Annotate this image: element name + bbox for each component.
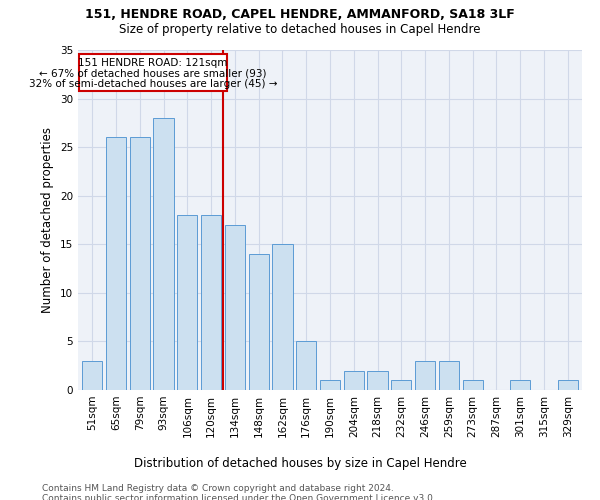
Bar bbox=[296, 342, 316, 390]
Bar bbox=[154, 118, 173, 390]
Text: 151, HENDRE ROAD, CAPEL HENDRE, AMMANFORD, SA18 3LF: 151, HENDRE ROAD, CAPEL HENDRE, AMMANFOR… bbox=[85, 8, 515, 20]
Text: 32% of semi-detached houses are larger (45) →: 32% of semi-detached houses are larger (… bbox=[29, 79, 277, 89]
Bar bbox=[272, 244, 293, 390]
Bar bbox=[510, 380, 530, 390]
Y-axis label: Number of detached properties: Number of detached properties bbox=[41, 127, 55, 313]
Bar bbox=[248, 254, 269, 390]
Bar bbox=[367, 370, 388, 390]
Text: 151 HENDRE ROAD: 121sqm: 151 HENDRE ROAD: 121sqm bbox=[78, 58, 227, 68]
Bar bbox=[320, 380, 340, 390]
Bar bbox=[130, 138, 150, 390]
Bar bbox=[201, 215, 221, 390]
Bar bbox=[391, 380, 412, 390]
Text: Distribution of detached houses by size in Capel Hendre: Distribution of detached houses by size … bbox=[134, 458, 466, 470]
Bar bbox=[557, 380, 578, 390]
Bar bbox=[344, 370, 364, 390]
Bar bbox=[177, 215, 197, 390]
Text: Contains HM Land Registry data © Crown copyright and database right 2024.: Contains HM Land Registry data © Crown c… bbox=[42, 484, 394, 493]
Bar bbox=[82, 361, 103, 390]
Bar bbox=[463, 380, 483, 390]
Text: Contains public sector information licensed under the Open Government Licence v3: Contains public sector information licen… bbox=[42, 494, 436, 500]
Text: Size of property relative to detached houses in Capel Hendre: Size of property relative to detached ho… bbox=[119, 22, 481, 36]
Bar bbox=[415, 361, 435, 390]
Bar bbox=[439, 361, 459, 390]
FancyBboxPatch shape bbox=[79, 54, 227, 91]
Text: ← 67% of detached houses are smaller (93): ← 67% of detached houses are smaller (93… bbox=[39, 68, 266, 78]
Bar bbox=[225, 225, 245, 390]
Bar bbox=[106, 138, 126, 390]
